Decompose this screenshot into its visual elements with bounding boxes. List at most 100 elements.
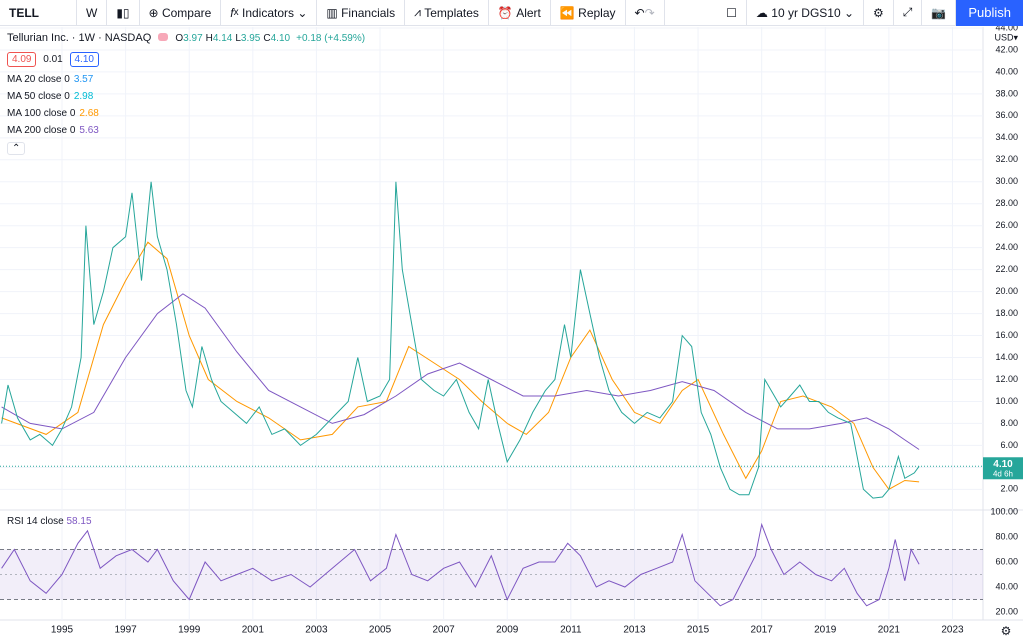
moving-average xyxy=(1,293,920,450)
y-tick-label: 38.00 xyxy=(995,88,1018,98)
templates-button[interactable]: ⩘ Templates xyxy=(405,0,489,26)
indicator-value: 2.68 xyxy=(79,108,99,119)
symbol-title: Tellurian Inc. · 1W · NASDAQ xyxy=(7,32,152,44)
ohlc-value: 4.14 xyxy=(212,33,233,44)
x-tick-label: 2007 xyxy=(433,625,456,636)
y-tick-label: 40.00 xyxy=(995,66,1018,76)
y-tick-label: 20.00 xyxy=(995,606,1018,616)
x-tick-label: 2019 xyxy=(814,625,837,636)
quote-boxes: 4.09 0.01 4.10 xyxy=(7,52,103,67)
y-tick-label: 100.00 xyxy=(990,506,1018,516)
price-axis-bg xyxy=(983,27,1023,644)
change: +0.18 (+4.59%) xyxy=(296,33,366,44)
ohlc-key: L xyxy=(235,33,241,44)
financials-label: Financials xyxy=(341,5,396,20)
chart-style-button[interactable]: ▮▯ xyxy=(107,0,140,26)
y-tick-label: 60.00 xyxy=(995,556,1018,566)
rsi-line xyxy=(1,522,920,607)
x-tick-label: 2003 xyxy=(305,625,328,636)
overlay-button[interactable]: ☁ 10 yr DGS10 ⌄ xyxy=(747,0,865,26)
y-tick-label: 12.00 xyxy=(995,374,1018,384)
x-tick-label: 2005 xyxy=(369,625,392,636)
y-tick-label: 28.00 xyxy=(995,198,1018,208)
settings-icon: ⚙ xyxy=(1001,624,1012,638)
x-tick-label: 2011 xyxy=(560,625,582,636)
x-tick-label: 2001 xyxy=(242,625,265,636)
snapshot-button[interactable]: 📷 xyxy=(922,0,957,26)
indicator-name: MA 100 close 0 xyxy=(7,108,76,119)
y-tick-label: 24.00 xyxy=(995,242,1018,252)
x-tick-label: 2021 xyxy=(878,625,901,636)
replay-button[interactable]: ⏪ Replay xyxy=(551,0,626,26)
ohlc-value: 3.95 xyxy=(240,33,261,44)
indicator-row: MA 20 close 0 3.57 xyxy=(7,74,93,85)
publish-button[interactable]: Publish xyxy=(956,0,1023,26)
indicator-row: MA 50 close 0 2.98 xyxy=(7,91,93,102)
collapse-button[interactable]: ⌃ xyxy=(7,142,26,155)
x-tick-label: 2023 xyxy=(941,625,964,636)
moving-average xyxy=(1,241,920,490)
y-tick-label: 2.00 xyxy=(1000,484,1018,494)
y-tick-label: 22.00 xyxy=(995,264,1018,274)
alert-button[interactable]: ⏰ Alert xyxy=(489,0,551,26)
settings-button[interactable]: ⚙ xyxy=(864,0,894,26)
rsi-legend: RSI 14 close 58.15 xyxy=(7,516,92,527)
indicator-name: MA 50 close 0 xyxy=(7,91,70,102)
indicators-label: Indicators xyxy=(241,5,295,20)
y-tick-label: 30.00 xyxy=(995,176,1018,186)
x-tick-label: 2009 xyxy=(496,625,519,636)
compare-button[interactable]: ⊕ Compare xyxy=(140,0,222,26)
symbol-legend: Tellurian Inc. · 1W · NASDAQ O3.97 H4.14 L… xyxy=(7,32,365,44)
indicator-value: 2.98 xyxy=(73,91,94,102)
ask: 4.10 xyxy=(69,52,99,67)
x-tick-label: 2017 xyxy=(751,625,774,636)
ohlc-key: C xyxy=(263,33,271,44)
y-tick-label: 42.00 xyxy=(995,44,1018,54)
symbol-button[interactable]: TELL xyxy=(0,0,77,26)
interval-button[interactable]: W xyxy=(77,0,108,26)
ohlc-value: 4.10 xyxy=(270,33,291,44)
y-tick-label: 8.00 xyxy=(1000,418,1018,428)
rsi-last: 58.15 xyxy=(66,516,92,527)
y-tick-label: 6.00 xyxy=(1000,440,1018,450)
y-tick-label: 16.00 xyxy=(995,330,1018,340)
y-tick-label: 44.00 xyxy=(995,22,1018,32)
spread: 0.01 xyxy=(43,54,63,65)
x-tick-label: 1995 xyxy=(51,625,74,636)
bid: 4.09 xyxy=(7,52,37,67)
undo-redo[interactable]: ↶ ↷ xyxy=(626,0,665,26)
ohlc: O3.97 H4.14 L3.95 C4.10 xyxy=(175,33,293,44)
compare-label: Compare xyxy=(161,5,212,20)
y-tick-label: 36.00 xyxy=(995,110,1018,120)
alert-label: Alert xyxy=(516,5,541,20)
y-tick-label: 26.00 xyxy=(995,220,1018,230)
price-tag-label: 4.10 xyxy=(993,459,1013,470)
ohlc-key: O xyxy=(175,33,184,44)
layout-button[interactable]: ☐ xyxy=(717,0,747,26)
replay-label: Replay xyxy=(578,5,616,20)
indicator-name: MA 200 close 0 xyxy=(7,125,76,136)
price-tag xyxy=(983,457,1023,480)
y-tick-label: 20.00 xyxy=(995,286,1018,296)
indicator-row: MA 200 close 0 5.63 xyxy=(7,125,99,136)
templates-label: Templates xyxy=(424,5,479,20)
indicator-name: MA 20 close 0 xyxy=(7,74,70,85)
overlay-label: 10 yr DGS10 xyxy=(771,5,841,20)
fullscreen-button[interactable]: ⤢ xyxy=(894,0,923,26)
indicator-row: MA 100 close 0 2.68 xyxy=(7,108,99,119)
y-tick-label: 14.00 xyxy=(995,352,1018,362)
y-tick-label: 10.00 xyxy=(995,396,1018,406)
x-tick-label: 2013 xyxy=(623,625,646,636)
y-tick-label: 32.00 xyxy=(995,154,1018,164)
rsi-title: RSI 14 close xyxy=(7,516,64,527)
ohlc-value: 3.97 xyxy=(183,33,203,44)
indicator-value: 5.63 xyxy=(79,125,99,136)
financials-button[interactable]: ▥ Financials xyxy=(317,0,406,26)
currency-label: USD▾ xyxy=(994,32,1018,42)
x-tick-label: 1999 xyxy=(178,625,201,636)
countdown: 4d 6h xyxy=(993,469,1013,478)
